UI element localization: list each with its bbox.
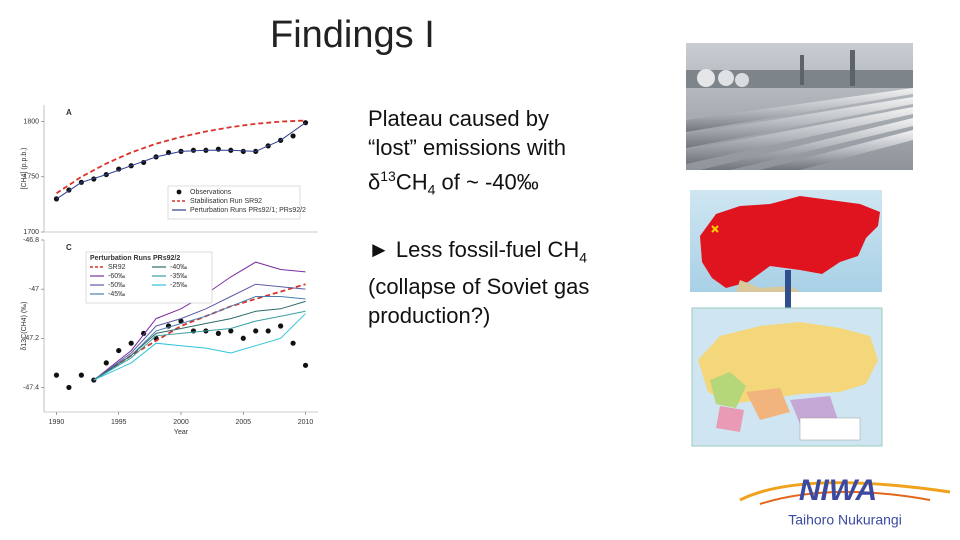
slide-title: Findings I xyxy=(270,14,435,56)
data-point xyxy=(302,362,309,368)
x-tick-label: 1990 xyxy=(49,419,65,426)
data-point xyxy=(215,330,221,336)
data-point xyxy=(240,148,246,154)
data-point xyxy=(215,146,221,152)
y-tick-label: -47 xyxy=(29,286,39,293)
slide-body: Plateau caused by “lost” emissions with δ1… xyxy=(368,104,668,360)
data-point xyxy=(265,328,271,334)
legend-label: -60‰ xyxy=(108,273,125,280)
text-line: Plateau caused by xyxy=(368,104,668,133)
paragraph: Plateau caused by “lost” emissions with δ1… xyxy=(368,104,668,205)
data-point xyxy=(66,384,72,391)
text-run: (collapse of Soviet gas xyxy=(368,274,590,300)
logo-name: NIWA xyxy=(799,474,877,507)
panel-label: C xyxy=(66,243,72,252)
legend-swatch xyxy=(176,189,182,195)
text-run: δ xyxy=(368,169,381,195)
niwa-logo: NIWA Taihoro Nukurangi xyxy=(739,474,951,528)
legend-label: Observations xyxy=(190,189,232,196)
y-tick-label: 1700 xyxy=(23,229,39,236)
x-axis-label: Year xyxy=(174,429,189,436)
series-line xyxy=(93,283,306,381)
legend-label: SR92 xyxy=(108,264,126,271)
text-run: CH xyxy=(395,169,428,195)
y-tick-label: -46.8 xyxy=(23,237,39,244)
text-run: ► Less fossil-fuel CH xyxy=(368,236,580,262)
text-line: (collapse of Soviet gas xyxy=(368,272,668,301)
y-tick-label: 1750 xyxy=(23,174,39,181)
x-tick-label: 2000 xyxy=(173,419,189,426)
text-run: production?) xyxy=(368,303,491,329)
text-run: of ~ -40‰ xyxy=(435,169,539,195)
text-line: δ13CH4 of ~ -40‰ xyxy=(368,162,668,205)
series-line xyxy=(56,119,306,195)
legend-title: Perturbation Runs PRs92/2 xyxy=(90,255,180,262)
data-point xyxy=(228,328,234,334)
data-point xyxy=(240,335,246,341)
series-line xyxy=(93,310,306,381)
panel-label: A xyxy=(66,108,72,117)
legend-box xyxy=(167,185,301,220)
legend-box xyxy=(85,251,213,304)
data-point xyxy=(190,147,197,153)
legend-label: -25‰ xyxy=(170,282,187,289)
data-point xyxy=(128,340,134,346)
logo-subtitle: Taihoro Nukurangi xyxy=(788,512,902,528)
data-point xyxy=(103,360,109,366)
pipeline-photo xyxy=(686,43,913,170)
data-point xyxy=(116,347,122,354)
series-line xyxy=(56,122,306,200)
legend-label: Stabilisation Run SR92 xyxy=(190,198,262,205)
series-line xyxy=(93,300,306,381)
text-run: Plateau caused by xyxy=(368,106,550,131)
data-point xyxy=(253,328,259,334)
series-line xyxy=(93,296,306,381)
text-run: “lost” emissions with xyxy=(368,135,567,160)
y-axis-label: [CH4] (p.p.b.) xyxy=(21,147,28,189)
y-tick-label: 1800 xyxy=(23,118,39,125)
legend-label: -45‰ xyxy=(108,291,125,298)
legend-label: Perturbation Runs PRs92/1; PRs92/2 xyxy=(190,207,306,214)
legend-label: -40‰ xyxy=(170,264,187,271)
legend-label: -50‰ xyxy=(108,282,125,289)
x-tick-label: 1995 xyxy=(111,419,127,426)
x-tick-label: 2005 xyxy=(235,419,251,426)
text-run: 4 xyxy=(579,249,588,266)
x-tick-label: 2010 xyxy=(298,419,314,426)
text-line: “lost” emissions with xyxy=(368,133,668,162)
data-point xyxy=(53,196,60,202)
paragraph: ► Less fossil-fuel CH4 (collapse of Sovie… xyxy=(368,235,668,330)
series-line xyxy=(93,313,306,381)
data-point xyxy=(290,133,296,139)
data-point xyxy=(141,330,147,336)
text-line: ► Less fossil-fuel CH4 xyxy=(368,235,668,272)
data-point xyxy=(290,340,296,346)
data-point xyxy=(78,372,84,378)
text-line: production?) xyxy=(368,301,668,330)
text-run: 4 xyxy=(427,181,436,198)
y-tick-label: -47.4 xyxy=(23,384,39,391)
text-run: 13 xyxy=(380,168,396,184)
data-point xyxy=(278,323,284,329)
legend-label: -35‰ xyxy=(170,273,187,280)
y-axis-label: δ13C(CH4) (‰) xyxy=(21,301,28,350)
y-tick-label: -47.2 xyxy=(23,335,39,342)
data-point xyxy=(53,372,60,378)
russia-map xyxy=(691,307,883,447)
data-point xyxy=(178,318,184,324)
